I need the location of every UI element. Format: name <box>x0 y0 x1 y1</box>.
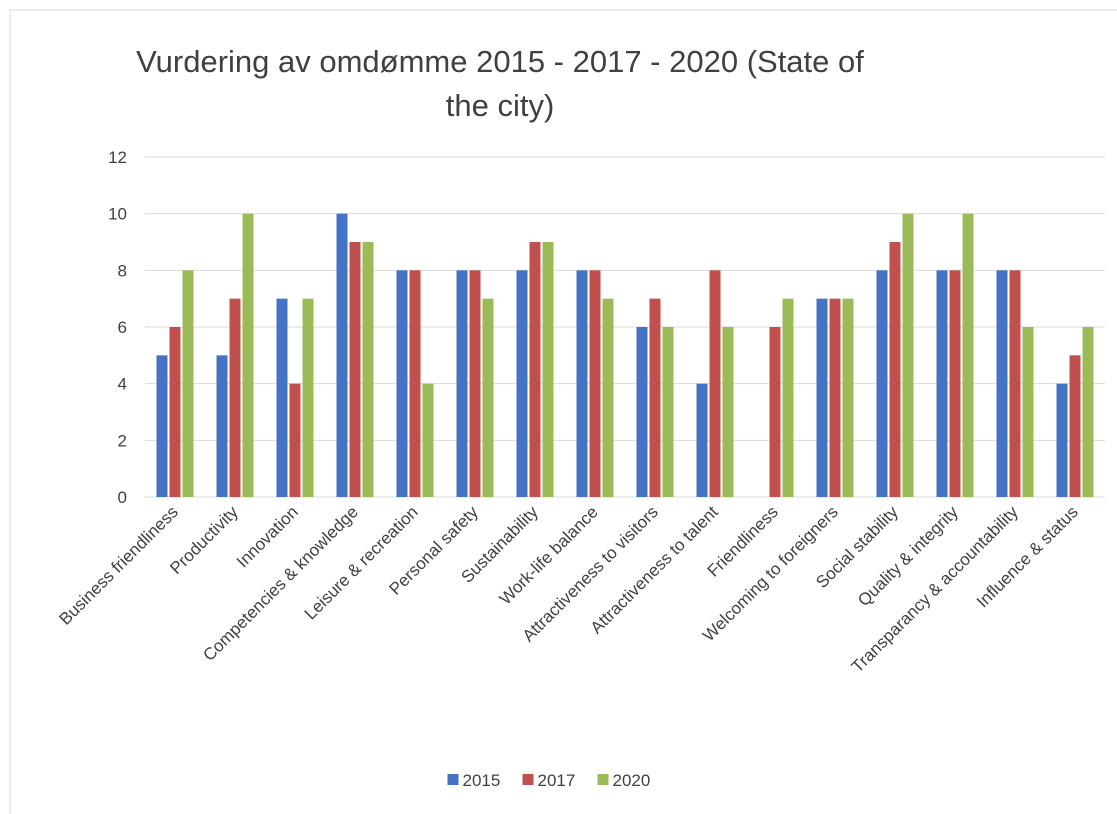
bar <box>542 242 554 497</box>
bar <box>709 270 721 497</box>
bar <box>962 213 974 497</box>
legend-swatch <box>522 774 534 785</box>
bar <box>602 298 614 497</box>
bar <box>769 327 781 497</box>
chart-border <box>9 9 1117 814</box>
bar <box>169 327 181 497</box>
bar <box>842 298 854 497</box>
y-tick-label: 6 <box>118 318 127 337</box>
bar <box>1069 355 1081 497</box>
bar <box>949 270 961 497</box>
bar <box>649 298 661 497</box>
bar <box>576 270 588 497</box>
bar <box>182 270 194 497</box>
bar <box>782 298 794 497</box>
legend-label: 2017 <box>538 771 576 790</box>
y-tick-label: 12 <box>108 148 127 167</box>
bar <box>362 242 374 497</box>
bar <box>422 383 434 497</box>
bar <box>696 383 708 497</box>
y-tick-label: 10 <box>108 205 127 224</box>
bar <box>816 298 828 497</box>
bar <box>469 270 481 497</box>
x-tick-label: Influence & status <box>973 502 1082 611</box>
bar <box>662 327 674 497</box>
bar <box>722 327 734 497</box>
bar <box>482 298 494 497</box>
bar <box>302 298 314 497</box>
y-tick-label: 8 <box>118 261 127 280</box>
x-tick-label: Business friendliness <box>55 502 181 628</box>
bar <box>829 298 841 497</box>
bar <box>349 242 361 497</box>
legend-label: 2020 <box>613 771 651 790</box>
bar <box>336 213 348 497</box>
bar <box>396 270 408 497</box>
bar <box>242 213 254 497</box>
bar <box>156 355 168 497</box>
y-tick-label: 2 <box>118 431 127 450</box>
bar <box>1022 327 1034 497</box>
legend-swatch <box>447 774 459 785</box>
bar <box>289 383 301 497</box>
bar <box>876 270 888 497</box>
bar <box>409 270 421 497</box>
bar <box>996 270 1008 497</box>
bar <box>889 242 901 497</box>
x-tick-label: Leisure & recreation <box>301 502 422 623</box>
bar <box>936 270 948 497</box>
bar <box>636 327 648 497</box>
bar <box>276 298 288 497</box>
bar <box>229 298 241 497</box>
legend-swatch <box>597 774 609 785</box>
chart-title: Vurdering av omdømme 2015 - 2017 - 2020 … <box>136 44 864 123</box>
bar <box>216 355 228 497</box>
bar <box>456 270 468 497</box>
y-tick-label: 0 <box>118 488 127 507</box>
bar <box>516 270 528 497</box>
bar <box>1082 327 1094 497</box>
x-tick-label: Quality & integrity <box>854 502 962 610</box>
bar <box>529 242 541 497</box>
bar <box>1009 270 1021 497</box>
y-tick-label: 4 <box>118 375 127 394</box>
bar <box>589 270 601 497</box>
legend-label: 2015 <box>463 771 501 790</box>
bar <box>902 213 914 497</box>
bar <box>1056 383 1068 497</box>
